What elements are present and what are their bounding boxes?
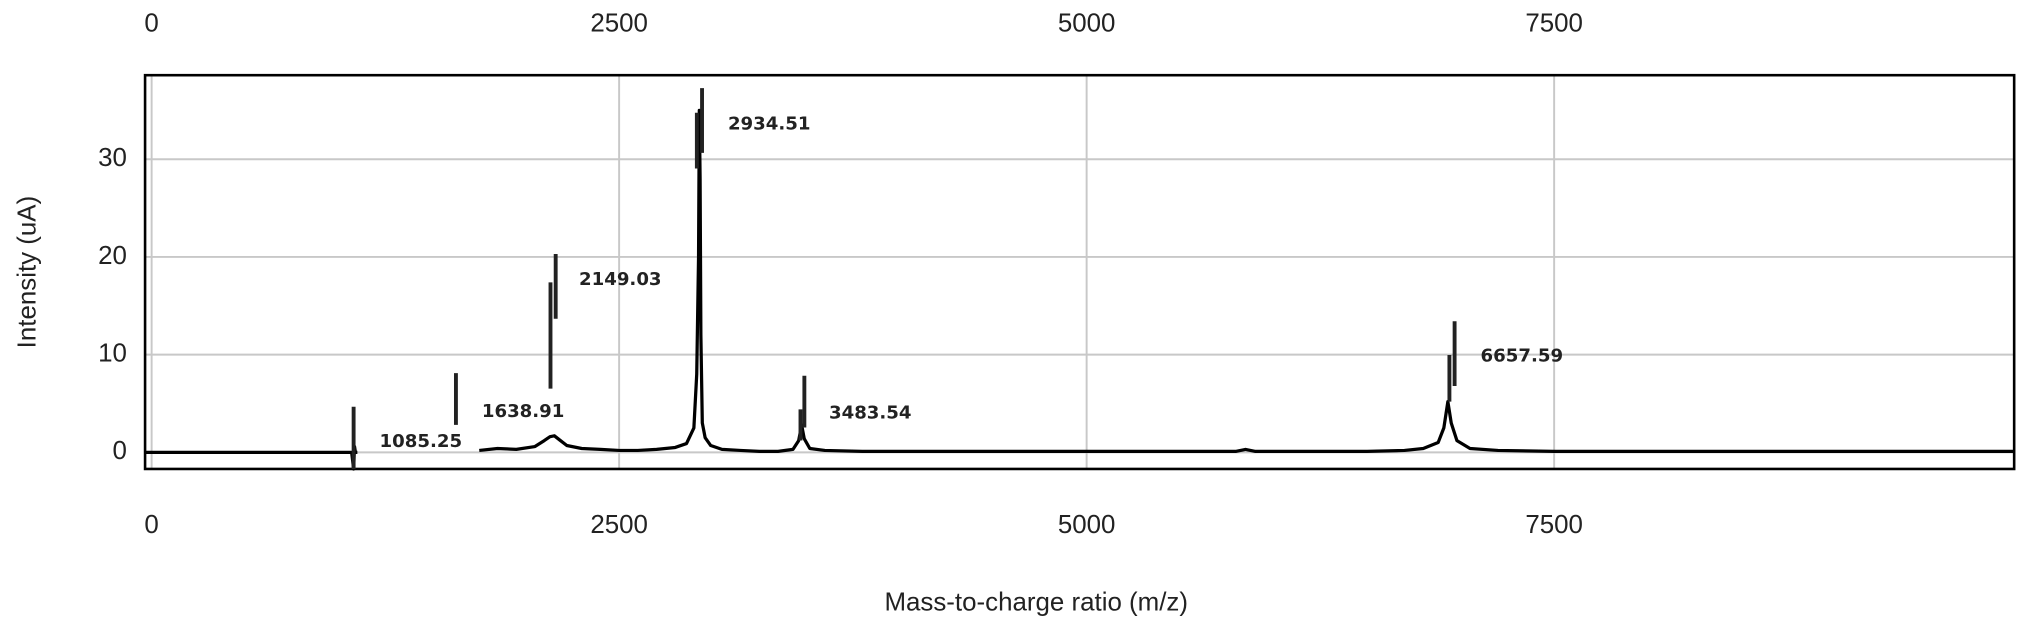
peak-annotation: 1085.25 bbox=[380, 431, 463, 452]
x-top-tick-label: 0 bbox=[144, 10, 158, 38]
x-top-tick-label: 2500 bbox=[590, 10, 648, 38]
peak-annotation: 2149.03 bbox=[579, 269, 662, 290]
y-tick-label: 10 bbox=[98, 339, 127, 367]
y-axis-label: Intensity (uA) bbox=[13, 196, 41, 349]
peak-annotation: 3483.54 bbox=[829, 402, 912, 423]
x-top-tick-label: 7500 bbox=[1525, 10, 1583, 38]
x-tick-label: 0 bbox=[144, 511, 158, 539]
peak-annotation: 1638.91 bbox=[482, 401, 565, 422]
x-top-tick-label: 5000 bbox=[1058, 10, 1116, 38]
spectrum-line bbox=[145, 108, 2015, 471]
x-tick-label: 2500 bbox=[590, 511, 648, 539]
peak-annotation: 6657.59 bbox=[1481, 345, 1564, 366]
plot-frame bbox=[143, 73, 2016, 471]
x-tick-label: 7500 bbox=[1525, 511, 1583, 539]
x-tick-label: 5000 bbox=[1058, 511, 1116, 539]
y-tick-label: 30 bbox=[98, 144, 127, 172]
peak-annotation: 2934.51 bbox=[728, 113, 811, 134]
y-tick-label: 20 bbox=[98, 242, 127, 270]
y-tick-label: 0 bbox=[113, 437, 127, 465]
x-axis-label: Mass-to-charge ratio (m/z) bbox=[884, 589, 1188, 617]
